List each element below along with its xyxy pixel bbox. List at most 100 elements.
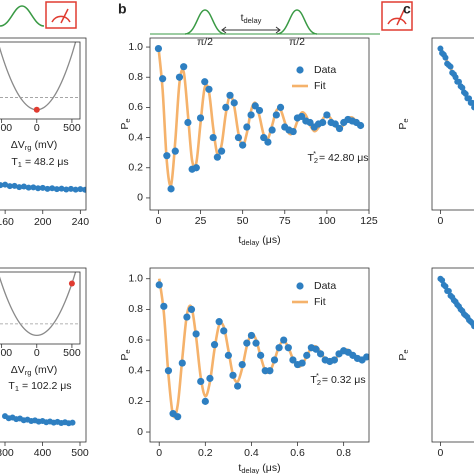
annotation-superscript: * <box>316 371 319 380</box>
data-point <box>174 413 182 421</box>
data-point <box>192 164 200 172</box>
data-point <box>471 323 474 330</box>
data-point <box>196 114 205 122</box>
x-axis-label: ΔVrg (mV) <box>11 364 57 377</box>
annotation-subscript: 2 <box>314 156 318 165</box>
x-tick-label: 200 <box>34 216 52 228</box>
x-tick-label: 25 <box>195 215 207 227</box>
data-point <box>270 356 279 364</box>
data-point <box>20 183 27 190</box>
data-point <box>220 327 228 335</box>
data-point <box>335 124 344 133</box>
curve <box>0 42 77 111</box>
data-point <box>67 185 74 192</box>
frame <box>0 267 87 443</box>
schematic-a <box>0 1 77 29</box>
pulse <box>0 5 45 27</box>
data-point <box>447 63 454 70</box>
x-axis-label-unit: (mV) <box>34 139 57 151</box>
data-point <box>247 331 256 340</box>
plot-area <box>154 44 365 193</box>
y-axis-label-symbol: P <box>119 123 131 130</box>
x-tick-label: 0 <box>156 215 162 227</box>
data-point <box>39 184 46 191</box>
annotation-symbol: T <box>310 374 317 386</box>
data-point <box>266 367 274 375</box>
y-tick-label: 0.2 <box>128 162 143 174</box>
data-point <box>77 186 84 193</box>
pulse-label: π/2 <box>197 36 213 48</box>
panel-label: c <box>403 1 411 17</box>
pulse <box>276 9 318 35</box>
data-point <box>272 111 280 119</box>
data-point <box>180 63 188 71</box>
annotation-text: = 42.80 μs <box>319 152 369 164</box>
data-point <box>25 184 32 191</box>
data-point <box>289 356 297 364</box>
x-tick-label: 0 <box>34 122 40 134</box>
plot-area <box>155 278 369 421</box>
frame <box>431 37 474 211</box>
data-point <box>275 344 283 352</box>
data-point <box>276 103 285 112</box>
data-point <box>442 283 449 290</box>
legend-label: Data <box>314 280 336 292</box>
fit-line <box>157 278 368 419</box>
y-axis-label-subscript: e <box>123 349 132 353</box>
data-point <box>155 281 163 289</box>
y-axis-label-subscript: e <box>401 118 410 122</box>
data-point <box>187 305 196 313</box>
annotation: T2* = 42.80 μs <box>307 149 368 165</box>
data-point <box>466 95 473 102</box>
frame <box>0 37 87 211</box>
data-point <box>251 102 259 110</box>
data-point <box>184 118 192 127</box>
annotation-subscript: 2 <box>317 378 321 387</box>
x-axis-label: ΔVrg (mV) <box>11 139 57 152</box>
data-point <box>280 336 288 344</box>
annotation-subscript: 1 <box>15 384 19 393</box>
data-point <box>163 152 171 160</box>
data-point <box>234 382 242 390</box>
x-axis-label-unit: (mV) <box>34 364 57 376</box>
data-point <box>260 133 268 142</box>
data-point <box>6 183 13 190</box>
data-point <box>164 367 173 375</box>
x-axis-label-subscript: delay <box>241 466 259 474</box>
marker <box>68 280 75 287</box>
x-tick-label: 0 <box>438 447 444 459</box>
x-axis-label-subscript: rg <box>25 368 32 377</box>
annotation-text: = 0.32 μs <box>322 374 366 386</box>
data-point <box>312 345 320 353</box>
data-point <box>197 377 205 386</box>
pulse <box>184 9 226 35</box>
data-point <box>171 147 179 155</box>
data-point <box>49 185 56 192</box>
data-point <box>289 127 297 136</box>
legend-marker <box>296 66 304 74</box>
x-tick-label: 0.2 <box>198 447 213 459</box>
annotation-symbol: T <box>11 156 18 168</box>
x-axis-label: tdelay (μs) <box>238 234 280 247</box>
data-point <box>303 351 311 359</box>
x-tick-label: 300 <box>0 447 14 459</box>
delay-label-subscript: delay <box>243 16 261 25</box>
annotation: T1 = 102.2 μs <box>8 380 71 393</box>
data-point <box>252 339 260 347</box>
data-point <box>243 339 251 347</box>
data-point <box>205 85 213 93</box>
curve <box>0 272 77 337</box>
y-axis-label: Pe <box>119 118 132 129</box>
delay-label: tdelay <box>241 12 262 25</box>
legend-label: Data <box>314 64 336 76</box>
frame <box>431 267 474 443</box>
data-point <box>167 185 175 193</box>
data-point <box>178 359 186 367</box>
annotation-symbol: T <box>307 152 314 164</box>
y-axis-label-symbol: P <box>397 354 409 361</box>
delay-label-symbol: t <box>241 12 244 24</box>
data-point <box>363 353 369 361</box>
x-tick-label: -500 <box>0 347 12 359</box>
x-tick-label: 75 <box>279 215 291 227</box>
data-point <box>213 153 221 161</box>
